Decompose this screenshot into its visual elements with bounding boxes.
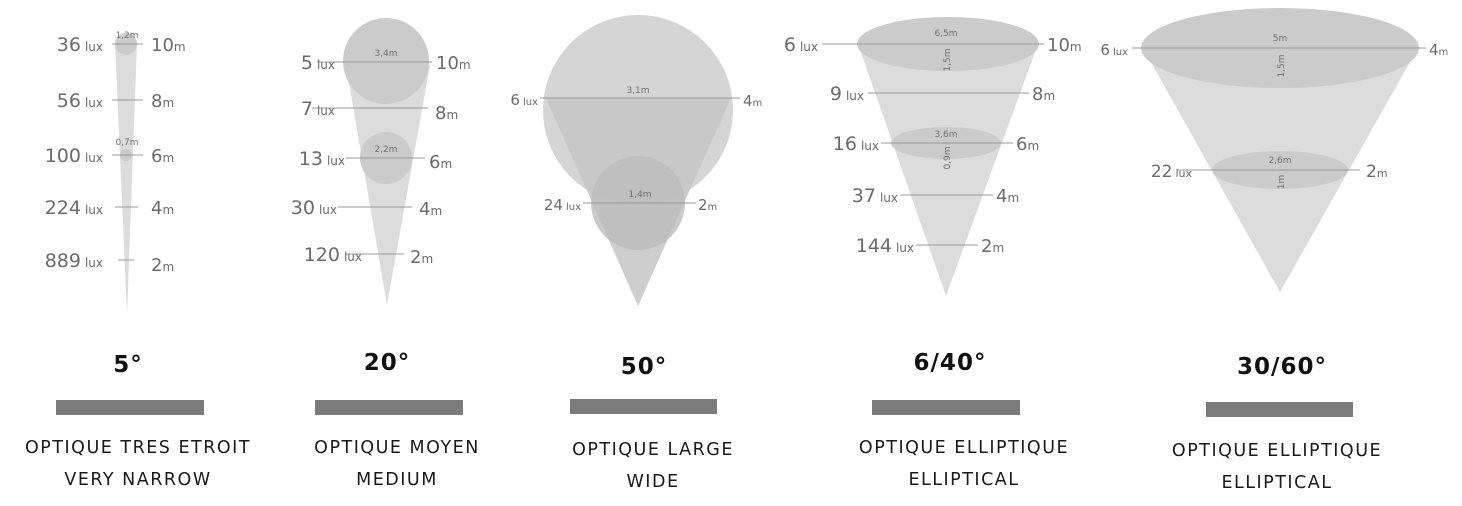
divider-bar (315, 400, 463, 415)
beam-5deg: 1,2m 0,7m 36 lux 56 lux 100 lux 224 lux 889 l… (45, 31, 186, 315)
lux-reading: 6 lux (1100, 41, 1128, 59)
minor-diam-label: 1m (1277, 175, 1287, 190)
distance-label: 8m (151, 91, 174, 112)
beam-diagrams: 1,2m 0,7m 36 lux 56 lux 100 lux 224 lux 889 l… (45, 8, 1448, 315)
beam-spot-10m (343, 18, 429, 104)
lux-reading: 9 lux (830, 83, 864, 105)
distance-label: 2m (410, 247, 433, 268)
diam-label: 3,6m (934, 130, 957, 140)
beam-20deg: 3,4m 2,2m 5 lux 7 lux 13 lux 30 lux 120 lux 1… (291, 18, 471, 305)
distance-label: 10m (436, 53, 471, 74)
beam-50deg: 3,1m 1,4m 6 lux 24 lux 4m 2m (510, 15, 762, 306)
lux-reading: 13 lux (299, 148, 345, 170)
optic-name-en: VERY NARROW (64, 470, 212, 490)
distance-label: 4m (1429, 41, 1448, 59)
distance-label: 2m (698, 196, 717, 214)
beam-cone (346, 65, 430, 305)
optic-name-en: ELLIPTICAL (908, 470, 1020, 490)
lux-reading: 36 lux (57, 34, 103, 56)
beam-30-60deg: 5m 1,5m 2,6m 1m 6 lux 22 lux 4m 2m (1100, 8, 1448, 292)
optic-name-fr: OPTIQUE ELLIPTIQUE (858, 438, 1070, 458)
optic-name-fr: OPTIQUE TRES ETROIT (25, 438, 251, 458)
beam-6-40deg: 6,5m 1,5m 3,6m 0,9m 6 lux 9 lux 16 lux 37 lu… (784, 17, 1082, 296)
optic-name: OPTIQUE ELLIPTIQUE ELLIPTICAL (819, 432, 1109, 496)
minor-diam-label: 1,5m (1277, 54, 1287, 77)
diam-label: 1,2m (115, 31, 138, 41)
divider-bar (56, 400, 204, 415)
minor-diam-label: 0,9m (943, 146, 953, 169)
distance-label: 4m (419, 199, 442, 220)
lux-reading: 224 lux (45, 197, 103, 219)
diam-label: 0,7m (115, 138, 138, 148)
distance-label: 6m (429, 152, 452, 173)
angle-label: 5° (113, 352, 143, 378)
distance-label: 8m (435, 103, 458, 124)
distance-label: 4m (151, 198, 174, 219)
angle-label: 6/40° (913, 350, 987, 376)
diam-label: 2,6m (1268, 156, 1291, 166)
divider-bar (570, 399, 717, 414)
diam-label: 6,5m (934, 29, 957, 39)
lux-reading: 889 lux (45, 250, 103, 272)
minor-diam-label: 1,5m (943, 48, 953, 71)
beam-cone (858, 44, 1038, 296)
lux-reading: 6 lux (784, 34, 818, 56)
diam-label: 2,2m (374, 145, 397, 155)
optic-name: OPTIQUE ELLIPTIQUE ELLIPTICAL (1132, 435, 1422, 499)
lux-reading: 22 lux (1151, 162, 1193, 182)
lux-reading: 6 lux (510, 91, 538, 109)
divider-bar (1206, 402, 1353, 417)
distance-label: 4m (996, 186, 1019, 207)
lux-reading: 7 lux (301, 98, 335, 120)
diam-label: 1,4m (628, 190, 651, 200)
lux-reading: 100 lux (45, 145, 103, 167)
lux-reading: 120 lux (304, 244, 362, 266)
optic-name: OPTIQUE MOYEN MEDIUM (252, 432, 542, 496)
divider-bar (872, 400, 1020, 415)
optic-name: OPTIQUE TRES ETROIT VERY NARROW (0, 432, 283, 496)
lux-reading: 56 lux (57, 90, 103, 112)
lux-reading: 37 lux (852, 185, 898, 207)
lux-reading: 30 lux (291, 197, 337, 219)
optic-name-fr: OPTIQUE LARGE (572, 440, 734, 460)
distance-label: 10m (1047, 35, 1082, 56)
distance-label: 2m (151, 255, 174, 276)
diam-label: 5m (1273, 34, 1288, 44)
angle-label: 50° (620, 354, 668, 380)
distance-label: 6m (1016, 134, 1039, 155)
angle-label: 20° (363, 350, 411, 376)
distance-label: 6m (151, 146, 174, 167)
distance-label: 4m (743, 92, 762, 110)
optic-name-en: ELLIPTICAL (1221, 473, 1333, 493)
beam-cone (115, 43, 137, 315)
lux-reading: 5 lux (301, 52, 335, 74)
angle-label: 30/60° (1237, 354, 1327, 380)
optic-name-fr: OPTIQUE ELLIPTIQUE (1171, 441, 1383, 461)
distance-label: 8m (1032, 84, 1055, 105)
distance-label: 2m (1366, 162, 1388, 182)
optic-name-en: MEDIUM (356, 470, 438, 490)
optic-name-en: WIDE (626, 472, 680, 492)
diam-label: 3,4m (374, 49, 397, 59)
optic-name: OPTIQUE LARGE WIDE (508, 434, 798, 498)
lux-reading: 24 lux (544, 196, 581, 214)
distance-label: 2m (981, 236, 1004, 257)
distance-label: 10m (151, 35, 186, 56)
lux-reading: 144 lux (856, 235, 914, 257)
diam-label: 3,1m (626, 86, 649, 96)
lux-reading: 16 lux (833, 133, 879, 155)
optic-name-fr: OPTIQUE MOYEN (314, 438, 480, 458)
